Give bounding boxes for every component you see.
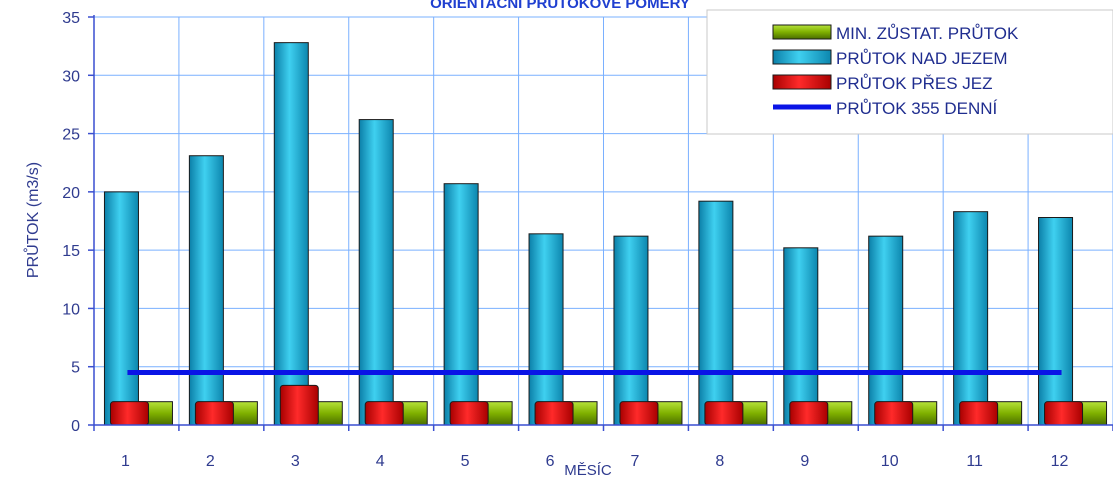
bar-prutok-nad-jezem [273,42,309,426]
bar-prutok-pres-jez [789,401,829,426]
bar-prutok-nad-jezem [613,235,649,426]
bar-prutok-pres-jez [704,401,744,426]
bar-prutok-pres-jez [194,401,234,426]
chart-title: ORIENTAČNÍ PRŮTOKOVÉ POMĚRY [430,0,690,12]
legend-swatch [772,49,832,65]
x-tick-label: 9 [800,453,809,470]
bar-prutok-nad-jezem [698,200,734,426]
bar-prutok-pres-jez [449,401,489,426]
bar-prutok-nad-jezem [783,247,819,426]
bar-prutok-nad-jezem [868,235,904,426]
legend-label: PRŮTOK 355 DENNÍ [836,99,998,118]
bar-prutok-pres-jez [1044,401,1084,426]
bar-prutok-nad-jezem [103,191,139,426]
bar-prutok-pres-jez [534,401,574,426]
y-tick-label: 35 [62,10,80,27]
bar-prutok-nad-jezem [1038,217,1074,426]
bar-prutok-nad-jezem [188,155,224,426]
bar-prutok-pres-jez [364,401,404,426]
x-tick-label: 10 [881,453,899,470]
legend-swatch [772,24,832,40]
x-axis-title: MĚSÍC [564,462,612,479]
x-tick-label: 4 [376,453,385,470]
bar-prutok-pres-jez [619,401,659,426]
y-tick-labels: 0 5 10 15 20 25 30 35 [62,10,80,435]
legend-swatch [772,74,832,90]
legend-label: PRŮTOK NAD JEZEM [836,49,1008,68]
y-tick-label: 30 [62,68,80,85]
grid [93,16,1113,426]
bar-prutok-nad-jezem [953,211,989,426]
axes [88,15,1113,431]
legend: MIN. ZŮSTAT. PRŮTOK PRŮTOK NAD JEZEM PRŮTO… [706,9,1113,135]
y-tick-label: 25 [62,127,80,144]
bar-prutok-nad-jezem [528,233,564,426]
x-tick-label: 2 [206,453,215,470]
x-tick-label: 3 [291,453,300,470]
x-tick-labels: 1 2 3 4 5 6 7 8 9 10 11 12 [121,453,1069,470]
bars [103,42,1108,426]
x-tick-label: 1 [121,453,130,470]
x-tick-label: 12 [1051,453,1069,470]
y-tick-label: 20 [62,185,80,202]
bar-prutok-nad-jezem [443,183,479,426]
bar-prutok-pres-jez [109,401,149,426]
bar-prutok-pres-jez [874,401,914,426]
x-tick-label: 5 [461,453,470,470]
bar-prutok-nad-jezem [358,119,394,426]
y-tick-label: 10 [62,301,80,318]
x-tick-label: 11 [966,453,983,470]
x-tick-label: 8 [715,453,724,470]
x-tick-label: 6 [546,453,555,470]
legend-label: MIN. ZŮSTAT. PRŮTOK [836,24,1019,43]
x-tick-label: 7 [631,453,640,470]
y-tick-label: 0 [71,418,80,435]
legend-label: PRŮTOK PŘES JEZ [836,74,993,93]
y-tick-label: 15 [62,243,80,260]
bar-prutok-pres-jez [959,401,999,426]
y-axis-title: PRŮTOK (m3/s) [23,162,42,278]
y-tick-label: 5 [71,360,80,377]
bar-prutok-pres-jez [279,384,319,426]
